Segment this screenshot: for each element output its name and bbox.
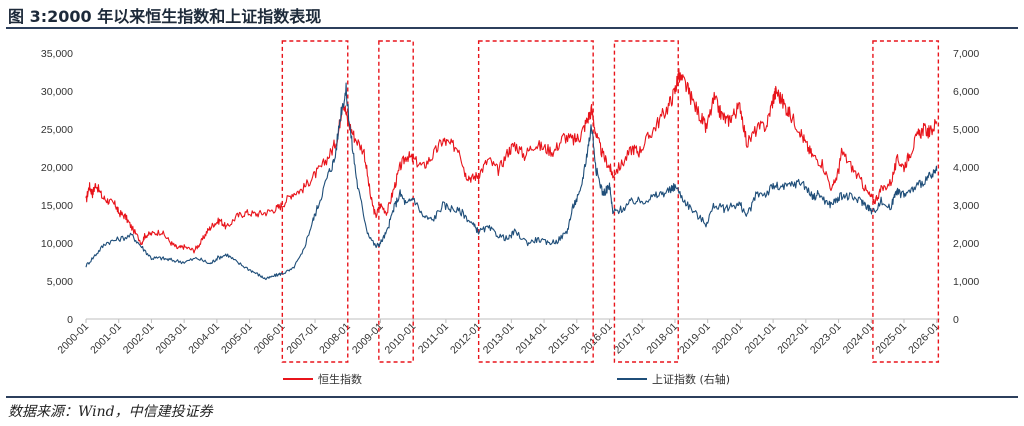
- chart-title: 图 3:2000 年以来恒生指数和上证指数表现: [8, 7, 322, 26]
- x-tick-label: 2001-01: [88, 321, 124, 357]
- left-y-tick-label: 25,000: [41, 124, 73, 136]
- highlight-period-box: [872, 40, 940, 363]
- highlight-period-box: [613, 40, 679, 363]
- x-tick-label: 2021-01: [743, 321, 779, 357]
- x-tick-label: 2002-01: [121, 321, 157, 357]
- x-tick-label: 2020-01: [710, 321, 746, 357]
- x-tick-label: 2025-01: [873, 321, 909, 357]
- right-y-tick-label: 7,000: [953, 48, 979, 60]
- series-line-hsi: [85, 68, 938, 254]
- right-y-tick-label: 2,000: [953, 238, 979, 250]
- right-y-tick-label: 6,000: [953, 86, 979, 98]
- x-tick-label: 2024-01: [841, 321, 877, 357]
- x-tick-label: 2011-01: [416, 321, 451, 356]
- bottom-divider: [6, 396, 1018, 398]
- x-tick-label: 2018-01: [644, 321, 680, 357]
- highlight-layer: [281, 40, 940, 363]
- left-y-tick-label: 30,000: [41, 86, 73, 98]
- right-y-tick-label: 3,000: [953, 200, 979, 212]
- x-tick-label: 2015-01: [546, 321, 582, 357]
- highlight-period-box: [378, 40, 414, 363]
- highlight-period-box: [477, 40, 594, 363]
- x-tick-label: 2019-01: [677, 321, 713, 357]
- x-tick-label: 2014-01: [513, 321, 549, 357]
- legend-label: 上证指数 (右轴): [652, 372, 730, 386]
- series-layer: [85, 68, 938, 281]
- left-y-tick-label: 0: [67, 314, 73, 326]
- left-y-tick-label: 35,000: [41, 48, 73, 60]
- right-y-tick-label: 0: [953, 314, 959, 326]
- x-tick-label: 2007-01: [284, 321, 320, 357]
- left-y-tick-label: 10,000: [41, 238, 73, 250]
- x-tick-label: 2003-01: [154, 321, 190, 357]
- x-tick-label: 2016-01: [579, 321, 615, 357]
- x-tick-label: 2005-01: [219, 321, 255, 357]
- top-divider: [6, 27, 1018, 29]
- legend-label: 恒生指数: [318, 372, 362, 386]
- right-y-tick-label: 1,000: [953, 276, 979, 288]
- x-tick-label: 2023-01: [808, 321, 844, 357]
- x-tick-label: 2000-01: [55, 321, 91, 357]
- x-tick-label: 2026-01: [906, 321, 942, 357]
- source-note: 数据来源：Wind，中信建投证券: [8, 404, 213, 420]
- legend: 恒生指数 上证指数 (右轴): [283, 372, 730, 386]
- axis-layer: 0 5,000 10,000 15,000 20,000 25,000 30,000 35,0…: [41, 48, 980, 356]
- left-y-tick-label: 20,000: [41, 162, 73, 174]
- chart-svg: 0 5,000 10,000 15,000 20,000 25,000 30,000 35,0…: [41, 40, 980, 386]
- left-y-tick-label: 5,000: [47, 276, 73, 288]
- highlight-period-box: [281, 40, 349, 363]
- x-tick-label: 2004-01: [186, 321, 222, 357]
- x-tick-label: 2017-01: [612, 321, 648, 357]
- x-tick-label: 2022-01: [775, 321, 811, 357]
- x-tick-label: 2013-01: [481, 321, 517, 357]
- right-y-tick-label: 5,000: [953, 124, 979, 136]
- series-line-sse: [85, 82, 938, 281]
- left-y-tick-label: 15,000: [41, 200, 73, 212]
- right-y-tick-label: 4,000: [953, 162, 979, 174]
- x-tick-label: 2009-01: [350, 321, 386, 357]
